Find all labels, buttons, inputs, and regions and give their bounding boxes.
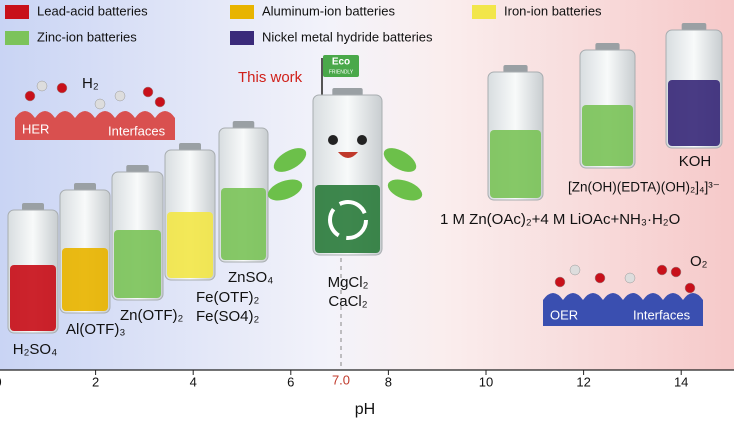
electrolyte-label: Al(OTF)₃	[66, 321, 125, 338]
this-work-label: This work	[238, 69, 303, 86]
bubble	[154, 96, 166, 108]
battery-cap	[503, 65, 528, 73]
bubble	[36, 80, 48, 92]
bubble	[684, 282, 696, 294]
battery-liquid	[490, 130, 541, 198]
bubble	[594, 272, 606, 284]
her-illustration: HER Interfaces H₂	[15, 75, 175, 140]
bubble	[24, 90, 36, 102]
legend-swatch	[472, 5, 496, 19]
battery-cap	[22, 203, 44, 211]
mouth	[338, 152, 358, 158]
eco-flag	[323, 55, 359, 77]
tick-label: 2	[92, 374, 99, 389]
electrolyte-label: MgCl₂	[328, 274, 369, 291]
legend-swatch	[5, 5, 29, 19]
oer-interfaces: Interfaces	[633, 307, 691, 322]
leaf	[273, 148, 307, 172]
battery-liquid	[62, 248, 108, 311]
electrolyte-label: ZnSO₄	[228, 269, 273, 286]
bubble	[142, 86, 154, 98]
oer-surface	[543, 293, 703, 326]
tick-label: 12	[576, 374, 590, 389]
bubble	[114, 90, 126, 102]
legend-swatch	[230, 31, 254, 45]
leaf	[387, 179, 423, 201]
battery-cap	[126, 165, 149, 173]
leaf	[267, 179, 303, 201]
eye	[328, 135, 338, 145]
h2-label: H₂	[82, 75, 99, 92]
oer-illustration: OER Interfaces O₂	[543, 253, 708, 326]
axis-label: pH	[355, 401, 375, 418]
bubble	[56, 82, 68, 94]
axis-area	[0, 370, 734, 428]
electrolyte-label: 1 M Zn(OAc)₂+4 M LiOAc+NH₃·H₂O	[440, 211, 680, 228]
o2-label: O₂	[690, 253, 708, 270]
her-label: HER	[22, 121, 49, 136]
battery-liquid	[315, 185, 380, 253]
tick-label: 6	[287, 374, 294, 389]
tick-label: 8	[385, 374, 392, 389]
electrolyte-label: Fe(OTF)₂	[196, 289, 259, 306]
her-surface	[15, 111, 175, 140]
leaf	[383, 148, 417, 172]
battery-cap	[232, 121, 255, 129]
electrolyte-label: Fe(SO4)₂	[196, 308, 260, 325]
battery-liquid	[10, 265, 56, 331]
electrolyte-label: KOH	[679, 153, 712, 170]
tick-label: 0	[0, 374, 2, 389]
bubble	[656, 264, 668, 276]
eco-sub: FRIENDLY	[329, 69, 354, 75]
battery-cap	[681, 23, 707, 31]
battery-liquid	[221, 188, 266, 260]
tick-label: 4	[190, 374, 197, 389]
electrolyte-label: H₂SO₄	[13, 341, 57, 358]
battery-cap	[74, 183, 96, 191]
bubble	[94, 98, 106, 110]
bubble	[569, 264, 581, 276]
legend-label: Lead-acid batteries	[37, 3, 148, 18]
tick-label: 10	[479, 374, 493, 389]
battery-liquid	[114, 230, 161, 298]
battery-liquid	[668, 80, 720, 146]
bubble	[624, 272, 636, 284]
battery-liquid	[582, 105, 633, 166]
bubble	[554, 276, 566, 288]
legend-swatch	[5, 31, 29, 45]
battery-cap	[332, 88, 363, 96]
electrolyte-label: [Zn(OH)(EDTA)(OH)₂]₄]³⁻	[568, 180, 720, 195]
legend-swatch	[230, 5, 254, 19]
legend-label: Zinc-ion batteries	[37, 29, 137, 44]
legend-label: Aluminum-ion batteries	[262, 3, 395, 18]
eco-label: Eco	[332, 57, 350, 68]
bubble	[670, 266, 682, 278]
battery-liquid	[167, 212, 213, 278]
electrolyte-label: CaCl₂	[328, 293, 367, 310]
legend-label: Iron-ion batteries	[504, 3, 602, 18]
recycle-icon	[328, 200, 368, 240]
electrolyte-label: Zn(OTF)₂	[120, 307, 183, 324]
neutral-marker: 7.0	[332, 372, 350, 387]
oer-label: OER	[550, 307, 578, 322]
legend-label: Nickel metal hydride batteries	[262, 29, 433, 44]
battery-cap	[595, 43, 620, 51]
eye	[357, 135, 367, 145]
her-interfaces: Interfaces	[108, 123, 166, 138]
battery-cap	[179, 143, 201, 151]
tick-label: 14	[674, 374, 688, 389]
